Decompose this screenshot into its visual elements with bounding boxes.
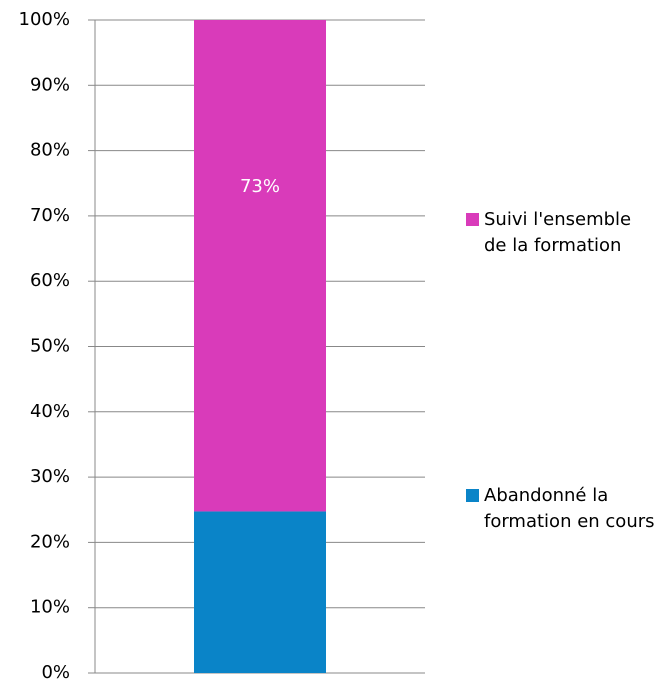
y-tick-label: 20% bbox=[30, 531, 70, 552]
y-tick-label: 50% bbox=[30, 336, 70, 357]
legend-item: Abandonné la formation en cours bbox=[466, 483, 659, 535]
legend-swatch bbox=[466, 489, 479, 502]
legend-label: Abandonné la formation en cours bbox=[484, 485, 655, 532]
y-tick-label: 10% bbox=[30, 597, 70, 618]
y-tick-label: 80% bbox=[30, 140, 70, 161]
legend-item: Suivi l'ensemble de la formation bbox=[466, 207, 659, 259]
data-label: 73% bbox=[240, 176, 280, 197]
y-tick-label: 70% bbox=[30, 205, 70, 226]
y-tick-label: 0% bbox=[41, 662, 70, 683]
bar-segment bbox=[194, 511, 326, 673]
y-tick-label: 100% bbox=[19, 9, 70, 30]
y-tick-label: 40% bbox=[30, 401, 70, 422]
legend-label: Suivi l'ensemble de la formation bbox=[484, 209, 632, 256]
bar-segment bbox=[194, 20, 326, 512]
legend-swatch bbox=[466, 213, 479, 226]
y-tick-label: 30% bbox=[30, 466, 70, 487]
y-tick-label: 90% bbox=[30, 74, 70, 95]
y-tick-label: 60% bbox=[30, 270, 70, 291]
